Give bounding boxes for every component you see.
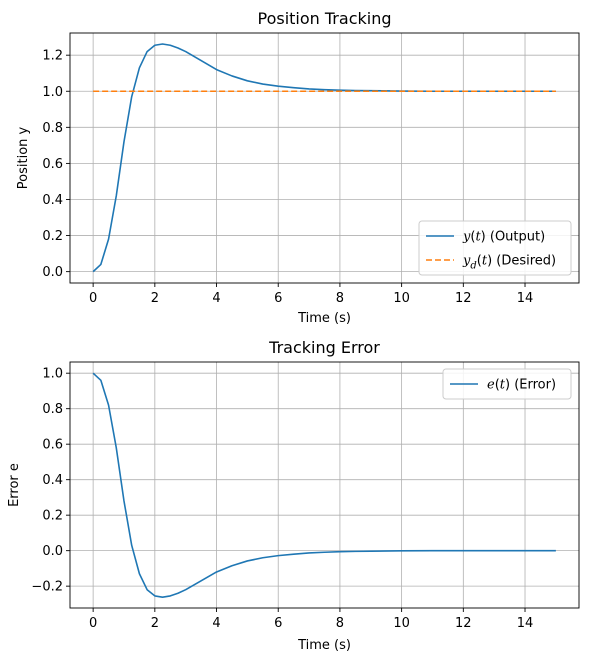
y-tick-label: 1.2 — [42, 49, 63, 64]
x-tick-label: 8 — [336, 291, 344, 306]
y-tick-label: −0.2 — [31, 580, 63, 595]
legend: e(t) (Error) — [442, 368, 572, 400]
series-line-0 — [92, 372, 556, 598]
chart-title: Position Tracking — [258, 9, 392, 28]
legend: y(t) (Output)yd(t) (Desired) — [418, 220, 572, 276]
legend-text-part: t — [482, 254, 488, 269]
legend-label-0: y(t) (Output) — [462, 230, 545, 245]
plot-frame — [69, 361, 580, 609]
legend-label-0: e(t) (Error) — [487, 378, 556, 393]
x-tick-label: 4 — [212, 616, 220, 631]
legend-box — [418, 220, 572, 276]
legend-text-part: ( — [470, 230, 475, 245]
x-tick-label: 2 — [151, 291, 159, 306]
plot-frame — [69, 32, 580, 284]
y-axis-label: Position y — [16, 126, 31, 189]
legend-label-1: yd(t) (Desired) — [462, 254, 556, 272]
position-tracking-chart: 0 2 4 6 8 10 12 14 0.0 0.2 0.4 0.6 0.8 1.0 1.2 Position… — [16, 9, 580, 326]
legend-text-part: y — [462, 230, 471, 245]
x-tick-label: 0 — [89, 616, 97, 631]
legend-text-part: d — [470, 261, 476, 272]
y-tick-label: 0.6 — [42, 157, 63, 172]
x-tick-label: 0 — [89, 291, 97, 306]
y-tick-label: 0.8 — [42, 402, 63, 417]
y-tick-label: 0.4 — [42, 473, 63, 488]
x-tick-label: 14 — [517, 616, 534, 631]
x-tick-label: 4 — [212, 291, 220, 306]
x-tick-label: 6 — [274, 616, 282, 631]
y-tick-label: 0.0 — [42, 265, 63, 280]
x-axis-label: Time (s) — [297, 311, 351, 326]
legend-text-part: t — [475, 230, 481, 245]
legend-text-part: t — [500, 378, 506, 393]
x-tick-label: 8 — [336, 616, 344, 631]
x-tick-label: 2 — [151, 616, 159, 631]
x-tick-label: 10 — [393, 291, 410, 306]
legend-text-part: ( — [477, 254, 482, 269]
y-tick-label: 0.4 — [42, 193, 63, 208]
y-tick-label: 0.8 — [42, 121, 63, 136]
y-tick-label: 1.0 — [42, 85, 63, 100]
legend-text-part: ) (Output) — [481, 230, 546, 245]
legend-text-part: y — [462, 254, 471, 269]
x-axis-label: Time (s) — [297, 638, 351, 653]
chart-title: Tracking Error — [268, 338, 380, 357]
x-tick-label: 6 — [274, 291, 282, 306]
tracking-error-chart: 0 2 4 6 8 10 12 14 −0.2 0.0 0.2 0.4 0.6 0.8 1.0 Trackin… — [7, 338, 580, 653]
x-tick-label: 12 — [455, 291, 472, 306]
y-tick-label: 0.6 — [42, 438, 63, 453]
x-tick-label: 12 — [455, 616, 472, 631]
legend-text-part: ( — [495, 378, 500, 393]
legend-text-part: ) (Desired) — [487, 254, 556, 269]
x-tick-label: 10 — [393, 616, 410, 631]
y-tick-label: 0.2 — [42, 229, 63, 244]
y-tick-label: 0.0 — [42, 544, 63, 559]
legend-box — [442, 368, 572, 400]
legend-text-part: e — [487, 378, 495, 393]
x-tick-label: 14 — [517, 291, 534, 306]
legend-text-part: ) (Error) — [505, 378, 556, 393]
y-axis-label: Error e — [7, 463, 22, 507]
y-tick-label: 0.2 — [42, 509, 63, 524]
y-tick-label: 1.0 — [42, 367, 63, 382]
